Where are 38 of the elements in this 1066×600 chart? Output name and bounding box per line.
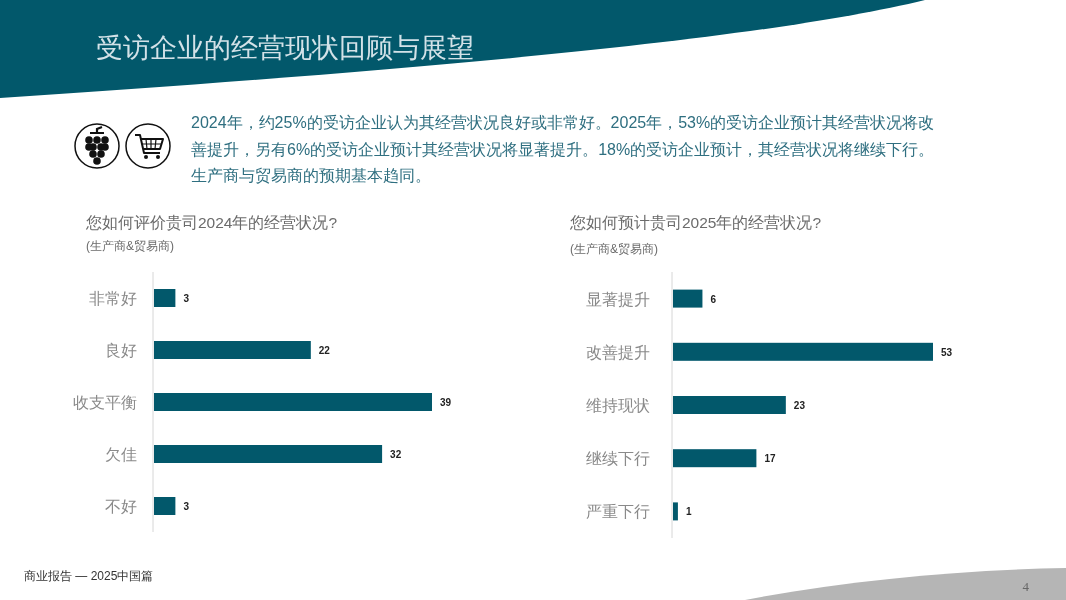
y-tick-label: 继续下行	[586, 450, 650, 468]
bar	[154, 341, 311, 359]
y-tick-label: 欠佳	[105, 446, 137, 463]
data-label: 3	[183, 293, 190, 304]
data-label: 3	[183, 501, 190, 512]
y-tick-label: 不好	[105, 498, 137, 515]
data-label: 32	[390, 449, 402, 460]
y-tick-label: 严重下行	[586, 503, 650, 521]
data-label: 39	[440, 397, 452, 408]
data-label: 53	[941, 346, 953, 358]
y-tick-label: 维持现状	[586, 397, 650, 414]
bar	[154, 289, 176, 307]
data-label: 17	[764, 453, 776, 465]
bar	[154, 497, 176, 515]
y-tick-label: 良好	[105, 342, 137, 359]
chart-title: 您如何评价贵司2024年的经营状况?	[85, 214, 338, 231]
y-tick-label: 改善提升	[586, 343, 650, 361]
text: 2024年，约25%的受访企业认为其经营状况良好或非常好。2025年，53%的受访企业预计其经营状况将改善提升，另有6%的受访企业预计其经营状况将显著提升。18%的受访企业预计，其经营状况将继续下行。生产商与贸易商的预期基本趋同。	[191, 114, 935, 184]
bar	[673, 502, 678, 521]
chart-subtitle: (生产商&贸易商)	[86, 239, 174, 253]
bar	[673, 396, 786, 414]
bar	[673, 342, 933, 361]
y-tick-label: 非常好	[89, 290, 137, 307]
data-label: 22	[318, 345, 331, 356]
bar	[154, 393, 432, 411]
bar	[673, 449, 757, 468]
y-tick-label: 收支平衡	[73, 394, 137, 411]
bar	[673, 289, 703, 308]
y-tick-label: 显著提升	[586, 290, 650, 308]
bar	[154, 445, 383, 463]
text: 4	[1022, 579, 1030, 594]
text: 商业报告 — 2025中国篇	[24, 569, 154, 583]
text: 受访企业的经营现状回顾与展望	[96, 33, 474, 63]
data-label: 6	[710, 293, 717, 305]
data-label: 1	[685, 506, 692, 518]
chart-subtitle: (生产商&贸易商)	[570, 242, 658, 256]
data-label: 23	[793, 400, 806, 411]
chart-title: 您如何预计贵司2025年的经营状况?	[569, 214, 822, 231]
